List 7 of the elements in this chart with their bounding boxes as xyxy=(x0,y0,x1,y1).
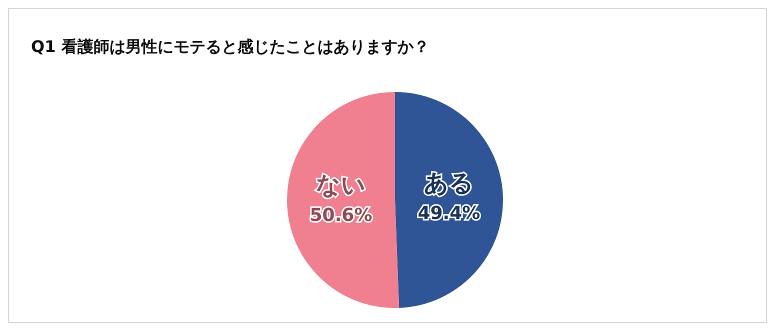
pie-slice xyxy=(395,92,503,308)
pie-slice xyxy=(287,92,400,308)
slice-label: ある xyxy=(424,168,474,197)
slice-label: ない xyxy=(316,171,366,200)
chart-title: Q1 看護師は男性にモテると感じたことはありますか？ xyxy=(31,37,430,58)
data-label: 49.4% xyxy=(418,202,480,224)
data-label: 50.6% xyxy=(310,205,372,226)
